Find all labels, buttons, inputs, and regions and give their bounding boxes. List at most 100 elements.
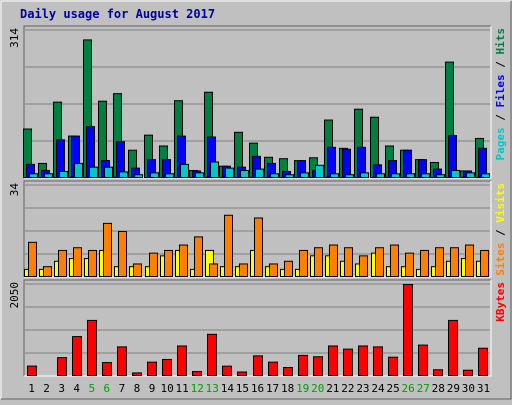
bar-kbytes-30	[463, 369, 473, 376]
x-tick-label-21: 21	[326, 382, 339, 395]
bar-sites-27	[420, 249, 429, 277]
y-max-label: 314	[8, 28, 21, 48]
bar-kbytes-20	[313, 356, 323, 377]
x-tick-label-10: 10	[160, 382, 173, 395]
bar-sites-22	[344, 247, 353, 277]
bar-kbytes-12	[192, 371, 202, 377]
x-tick-label-24: 24	[371, 382, 385, 395]
y-max-label: 2050	[8, 282, 21, 309]
bar-kbytes-28	[433, 369, 443, 376]
bar-sites-7	[118, 231, 127, 277]
bar-pages-30	[466, 172, 475, 178]
bar-pages-12	[195, 172, 204, 178]
bar-kbytes-5	[87, 319, 97, 376]
x-tick-label-13: 13	[206, 382, 219, 395]
bar-pages-5	[89, 166, 98, 178]
bar-kbytes-17	[268, 361, 278, 377]
legend-entry: KBytes	[494, 282, 507, 322]
bar-sites-26	[405, 252, 414, 278]
bar-kbytes-27	[418, 344, 428, 376]
bar-pages-23	[360, 172, 369, 178]
x-tick-label-22: 22	[341, 382, 354, 395]
x-tick-label-16: 16	[251, 382, 264, 395]
x-tick-label-19: 19	[296, 382, 309, 395]
bar-pages-11	[180, 163, 189, 179]
x-tick-label-7: 7	[119, 382, 126, 395]
plot-bevel-dark	[23, 25, 491, 178]
bar-pages-22	[345, 174, 354, 178]
bar-kbytes-9	[147, 361, 157, 377]
bar-kbytes-6	[102, 362, 112, 376]
bar-kbytes-26	[403, 284, 413, 376]
x-tick-label-17: 17	[266, 382, 279, 395]
bar-sites-19	[299, 249, 308, 277]
bar-sites-10	[164, 249, 173, 277]
bar-pages-10	[165, 173, 174, 178]
legend: Pages / Files / Hits	[494, 28, 507, 161]
bar-kbytes-3	[57, 357, 67, 376]
x-axis-labels: 1 2 3 4 5 6 7 8 9 10 11 12 13 14 15 16 17 18 19 20 21 22 23 24 2…	[28, 382, 490, 395]
bar-sites-11	[179, 244, 188, 278]
bar-sites-9	[149, 252, 158, 278]
bar-pages-17	[270, 173, 279, 178]
legend-entry: /	[494, 55, 507, 75]
panel-visits-sites: 34 Sites / Visits	[8, 180, 507, 278]
bar-files-31	[478, 147, 487, 179]
bar-pages-28	[436, 174, 445, 178]
bar-pages-7	[119, 171, 128, 179]
bar-sites-24	[375, 247, 384, 277]
bar-pages-19	[300, 172, 309, 178]
bar-kbytes-14	[222, 365, 232, 376]
legend-entry: Hits	[494, 28, 507, 55]
bar-sites-29	[450, 247, 459, 277]
panel-hits-files-pages: 314 Pages / Files / Hits	[8, 25, 507, 179]
x-tick-label-23: 23	[356, 382, 369, 395]
x-tick-label-14: 14	[221, 382, 235, 395]
bar-sites-17	[269, 263, 278, 277]
series-sites	[28, 214, 489, 278]
legend-entry: /	[494, 108, 507, 128]
bar-files-21	[327, 146, 336, 179]
series-kbytes	[27, 284, 488, 377]
legend-entry: Visits	[494, 183, 507, 223]
bar-pages-29	[451, 169, 460, 178]
bar-pages-13	[210, 161, 219, 179]
x-tick-label-26: 26	[402, 382, 415, 395]
bar-sites-12	[194, 236, 203, 277]
bar-sites-4	[73, 247, 82, 277]
x-tick-label-2: 2	[43, 382, 50, 395]
legend: Sites / Visits	[494, 183, 507, 276]
bar-sites-2	[43, 266, 52, 278]
bar-sites-1	[28, 241, 37, 278]
bar-sites-18	[284, 260, 293, 278]
bar-kbytes-10	[162, 358, 172, 377]
x-tick-label-29: 29	[447, 382, 460, 395]
bar-sites-14	[224, 214, 233, 278]
bar-files-22	[342, 148, 351, 178]
bar-pages-14	[225, 167, 234, 178]
bar-sites-21	[329, 244, 338, 278]
bar-pages-3	[59, 170, 68, 178]
x-tick-label-4: 4	[73, 382, 80, 395]
legend-entry: Sites	[494, 243, 507, 276]
x-tick-label-1: 1	[28, 382, 35, 395]
bar-pages-27	[421, 173, 430, 178]
bar-kbytes-23	[358, 345, 368, 377]
bar-sites-31	[480, 249, 489, 277]
bar-pages-24	[376, 173, 385, 178]
bar-kbytes-24	[373, 346, 383, 377]
bar-sites-6	[103, 222, 112, 277]
bar-pages-15	[240, 169, 249, 178]
x-tick-label-28: 28	[432, 382, 445, 395]
bar-sites-15	[239, 263, 248, 277]
bar-sites-8	[133, 263, 142, 277]
x-tick-label-5: 5	[88, 382, 95, 395]
x-tick-label-25: 25	[386, 382, 399, 395]
plot-bevel-dark	[23, 279, 491, 376]
x-tick-label-15: 15	[236, 382, 249, 395]
bar-kbytes-22	[343, 348, 353, 376]
